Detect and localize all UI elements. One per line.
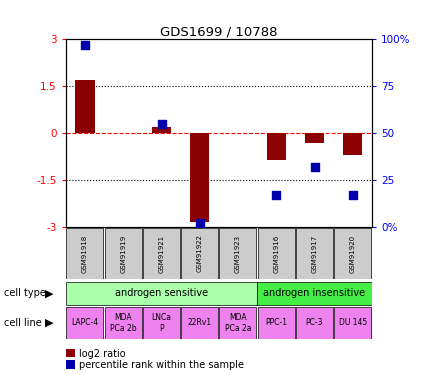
Text: cell line: cell line <box>4 318 42 328</box>
FancyBboxPatch shape <box>143 228 180 279</box>
Point <box>349 192 356 198</box>
Text: LNCa
P: LNCa P <box>151 313 172 333</box>
Text: androgen insensitive: androgen insensitive <box>264 288 366 298</box>
Text: GSM91919: GSM91919 <box>120 234 126 273</box>
FancyBboxPatch shape <box>105 228 142 279</box>
FancyBboxPatch shape <box>258 307 295 339</box>
Text: MDA
PCa 2b: MDA PCa 2b <box>110 313 136 333</box>
FancyBboxPatch shape <box>66 307 103 339</box>
Text: PPC-1: PPC-1 <box>265 318 287 327</box>
FancyBboxPatch shape <box>296 307 333 339</box>
Title: GDS1699 / 10788: GDS1699 / 10788 <box>160 25 278 38</box>
Text: GSM91920: GSM91920 <box>350 234 356 273</box>
Text: androgen sensitive: androgen sensitive <box>115 288 208 298</box>
FancyBboxPatch shape <box>143 307 180 339</box>
FancyBboxPatch shape <box>296 228 333 279</box>
Bar <box>267 133 286 160</box>
Bar <box>190 133 209 222</box>
Text: percentile rank within the sample: percentile rank within the sample <box>79 360 244 370</box>
Text: ▶: ▶ <box>45 318 53 328</box>
Text: LAPC-4: LAPC-4 <box>71 318 99 327</box>
Text: GSM91916: GSM91916 <box>273 234 279 273</box>
FancyBboxPatch shape <box>181 228 218 279</box>
Text: ▶: ▶ <box>45 288 53 298</box>
Text: cell type: cell type <box>4 288 46 298</box>
Text: 22Rv1: 22Rv1 <box>188 318 212 327</box>
Text: log2 ratio: log2 ratio <box>79 349 125 358</box>
Text: GSM91921: GSM91921 <box>159 234 164 273</box>
FancyBboxPatch shape <box>334 228 371 279</box>
FancyBboxPatch shape <box>219 307 256 339</box>
Text: GSM91917: GSM91917 <box>312 234 317 273</box>
FancyBboxPatch shape <box>219 228 256 279</box>
Bar <box>76 80 94 133</box>
Point <box>311 164 318 170</box>
Point <box>273 192 280 198</box>
FancyBboxPatch shape <box>257 282 372 305</box>
Point <box>158 121 165 127</box>
FancyBboxPatch shape <box>66 228 103 279</box>
Text: GSM91923: GSM91923 <box>235 234 241 273</box>
FancyBboxPatch shape <box>105 307 142 339</box>
Text: DU 145: DU 145 <box>339 318 367 327</box>
Text: MDA
PCa 2a: MDA PCa 2a <box>225 313 251 333</box>
Point <box>196 220 203 226</box>
FancyBboxPatch shape <box>258 228 295 279</box>
Point <box>82 42 88 48</box>
FancyBboxPatch shape <box>334 307 371 339</box>
Bar <box>343 133 362 155</box>
FancyBboxPatch shape <box>66 282 257 305</box>
Text: GSM91922: GSM91922 <box>197 234 203 273</box>
Bar <box>305 133 324 142</box>
Text: PC-3: PC-3 <box>306 318 323 327</box>
Text: GSM91918: GSM91918 <box>82 234 88 273</box>
FancyBboxPatch shape <box>181 307 218 339</box>
Bar <box>152 127 171 133</box>
